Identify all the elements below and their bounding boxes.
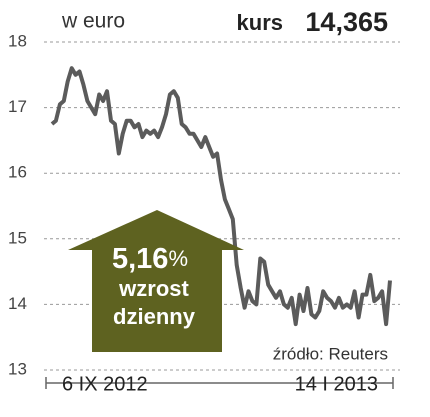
y-tick-label: 14 xyxy=(8,294,27,313)
change-unit: % xyxy=(168,246,188,271)
y-tick-label: 16 xyxy=(8,163,27,182)
y-tick-label: 13 xyxy=(8,359,27,378)
x-tick-label: 14 I 2013 xyxy=(295,373,378,395)
change-value: 5,16 xyxy=(112,243,168,275)
annotation-line: wzrost xyxy=(118,276,189,301)
chart-title: w euro xyxy=(61,10,125,33)
change-text: 5,16% xyxy=(112,243,188,275)
y-tick-label: 18 xyxy=(8,31,27,50)
last-price: 14,365 xyxy=(305,7,388,37)
source: źródło: Reuters xyxy=(273,344,388,363)
y-tick-label: 15 xyxy=(8,228,27,247)
y-tick-label: 17 xyxy=(8,97,27,116)
arrow xyxy=(68,210,244,352)
price-line xyxy=(50,66,392,327)
annotation: 5,16% wzrost dzienny xyxy=(68,210,244,352)
annotation-line: dzienny xyxy=(113,304,196,329)
plot: 13 14 15 16 17 18 6 IX 2012 14 I 2013 xyxy=(8,31,400,395)
price-caption: kurs xyxy=(237,10,283,35)
x-tick-label: 6 IX 2012 xyxy=(62,373,148,395)
